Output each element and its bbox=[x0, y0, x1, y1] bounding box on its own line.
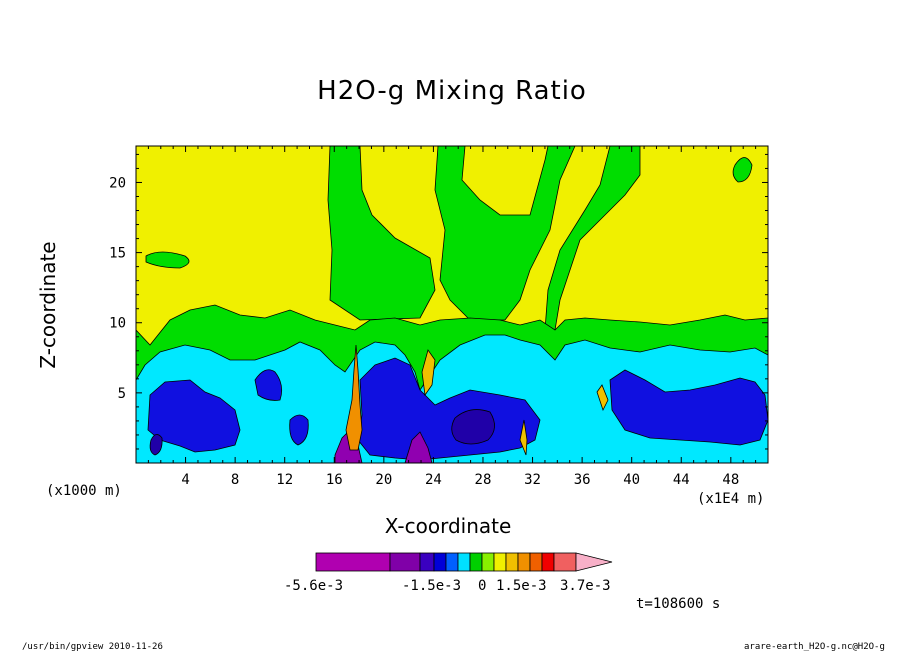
green-blob-topright bbox=[732, 157, 753, 183]
x-tick-labels: 4 8 12 16 20 24 28 32 36 40 44 48 bbox=[181, 472, 739, 488]
y-tick-label: 15 bbox=[109, 246, 126, 262]
x-tick-label: 8 bbox=[231, 472, 239, 488]
gold-blob-3 bbox=[596, 384, 609, 412]
colorbar-segment bbox=[493, 552, 507, 572]
footer-left: /usr/bin/gpview 2010-11-26 bbox=[22, 642, 163, 652]
x-axis-label: X-coordinate bbox=[384, 514, 512, 538]
green-plume-left bbox=[327, 146, 436, 321]
colorbar-arrow bbox=[575, 552, 613, 572]
footer-right: arare-earth_H2O-g.nc@H2O-g bbox=[744, 642, 885, 652]
navy-core-2 bbox=[149, 434, 163, 456]
x-tick-label: 28 bbox=[475, 472, 492, 488]
y-tick-label: 20 bbox=[109, 175, 126, 191]
x-tick-label: 48 bbox=[722, 472, 739, 488]
y-axis-label: Z-coordinate bbox=[36, 241, 60, 369]
x-tick-label: 4 bbox=[181, 472, 189, 488]
colorbar-segment bbox=[505, 552, 519, 572]
blue-center bbox=[357, 357, 541, 461]
time-label: t=108600 s bbox=[636, 596, 721, 612]
colorbar-segment bbox=[553, 552, 577, 572]
colorbar-segment bbox=[457, 552, 471, 572]
colorbar-segment bbox=[541, 552, 555, 572]
colorbar bbox=[315, 552, 613, 572]
x-tick-label: 12 bbox=[276, 472, 293, 488]
green-plume-right bbox=[544, 146, 641, 331]
x-tick-label: 20 bbox=[375, 472, 392, 488]
x-scale-note: (x1E4 m) bbox=[697, 491, 765, 507]
colorbar-label: -5.6e-3 bbox=[284, 578, 343, 594]
colorbar-label: 0 bbox=[478, 578, 486, 594]
colorbar-label: 3.7e-3 bbox=[560, 578, 611, 594]
colorbar-segment bbox=[389, 552, 421, 572]
y-ticks bbox=[136, 153, 768, 450]
x-unit-note: (x1000 m) bbox=[46, 483, 122, 499]
blue-right bbox=[609, 369, 768, 446]
colorbar-label: -1.5e-3 bbox=[402, 578, 461, 594]
x-tick-label: 44 bbox=[673, 472, 690, 488]
colorbar-segment bbox=[419, 552, 435, 572]
x-ticks bbox=[147, 146, 757, 463]
colorbar-segment bbox=[433, 552, 447, 572]
y-tick-labels: 5 10 15 20 bbox=[109, 175, 126, 401]
colorbar-label: 1.5e-3 bbox=[496, 578, 547, 594]
colorbar-segment bbox=[315, 552, 391, 572]
green-blob-left bbox=[145, 251, 190, 269]
colorbar-segment bbox=[481, 552, 495, 572]
x-tick-label: 40 bbox=[623, 472, 640, 488]
colorbar-segment bbox=[517, 552, 531, 572]
plot-frame bbox=[135, 145, 769, 464]
green-plume-center bbox=[434, 146, 576, 321]
gold-tongue bbox=[421, 349, 436, 397]
blue-blob-a bbox=[254, 369, 283, 401]
colorbar-segment bbox=[469, 552, 483, 572]
x-tick-label: 16 bbox=[326, 472, 343, 488]
y-tick-label: 5 bbox=[118, 386, 126, 402]
y-tick-label: 10 bbox=[109, 316, 126, 332]
purple-region-b bbox=[404, 431, 433, 463]
x-tick-label: 32 bbox=[524, 472, 541, 488]
x-tick-label: 36 bbox=[574, 472, 591, 488]
chart-title: H2O-g Mixing Ratio bbox=[317, 76, 587, 106]
colorbar-segment bbox=[529, 552, 543, 572]
blue-blob-b bbox=[289, 414, 309, 446]
colorbar-segment bbox=[445, 552, 459, 572]
navy-core bbox=[451, 409, 495, 445]
colorbar-labels: -5.6e-3 -1.5e-3 0 1.5e-3 3.7e-3 bbox=[284, 578, 611, 594]
x-tick-label: 24 bbox=[425, 472, 442, 488]
gold-spike-2 bbox=[519, 419, 528, 456]
orange-spike bbox=[345, 344, 363, 451]
blue-layer-left bbox=[147, 379, 241, 453]
